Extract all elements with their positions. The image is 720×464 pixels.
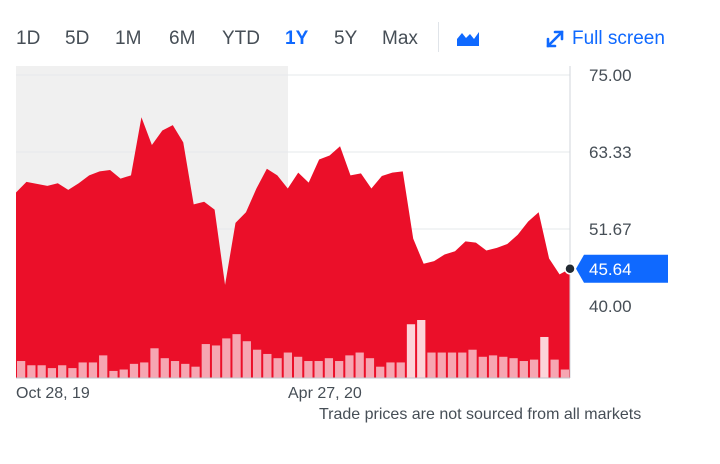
volume-bar bbox=[170, 361, 180, 378]
toolbar-divider bbox=[438, 22, 439, 52]
volume-bar bbox=[406, 324, 416, 378]
volume-bar bbox=[314, 361, 323, 378]
volume-bar bbox=[294, 356, 303, 378]
volume-bar bbox=[417, 320, 426, 378]
volume-bar bbox=[355, 352, 364, 378]
volume-bar bbox=[222, 338, 231, 378]
range-tab-ytd[interactable]: YTD bbox=[222, 28, 260, 49]
volume-bar bbox=[160, 358, 169, 378]
volume-bar bbox=[499, 356, 508, 378]
volume-bar bbox=[488, 355, 498, 378]
y-tick-label: 75.00 bbox=[589, 66, 632, 85]
volume-bar bbox=[478, 356, 487, 378]
data-source-note: Trade prices are not sourced from all ma… bbox=[319, 406, 642, 423]
fullscreen-label: Full screen bbox=[572, 28, 665, 49]
volume-bar bbox=[68, 368, 77, 378]
y-tick-label: 51.67 bbox=[589, 220, 632, 239]
y-tick-label: 40.00 bbox=[589, 297, 632, 316]
volume-bar bbox=[181, 363, 190, 378]
volume-bar bbox=[232, 334, 241, 378]
volume-bar bbox=[304, 361, 313, 378]
volume-bar bbox=[58, 365, 67, 378]
mountain-chart-icon bbox=[457, 32, 479, 46]
volume-bar bbox=[17, 361, 26, 378]
volume-bar bbox=[386, 362, 395, 378]
fullscreen-button[interactable]: Full screen bbox=[544, 25, 665, 53]
range-tab-1d[interactable]: 1D bbox=[16, 28, 41, 49]
y-tick-label: 63.33 bbox=[589, 143, 632, 162]
volume-bar bbox=[140, 362, 149, 378]
volume-bar bbox=[447, 352, 457, 378]
range-tab-max[interactable]: Max bbox=[382, 28, 418, 49]
volume-bar bbox=[109, 370, 118, 378]
volume-bar bbox=[396, 362, 405, 378]
volume-bar bbox=[540, 336, 549, 378]
current-price-badge bbox=[576, 254, 668, 283]
volume-bar bbox=[252, 349, 262, 378]
current-price-label: 45.64 bbox=[589, 260, 632, 279]
volume-bar bbox=[376, 366, 385, 378]
volume-bar bbox=[335, 361, 344, 378]
x-tick-label: Oct 28, 19 bbox=[16, 385, 90, 402]
volume-bar bbox=[211, 345, 221, 378]
volume-bar bbox=[191, 366, 200, 378]
volume-bar bbox=[273, 358, 282, 378]
volume-bar bbox=[129, 363, 139, 378]
volume-bar bbox=[150, 348, 159, 378]
volume-bar bbox=[242, 341, 251, 378]
volume-bar bbox=[519, 361, 528, 378]
range-tab-1m[interactable]: 1M bbox=[115, 28, 142, 49]
volume-bar bbox=[78, 362, 87, 378]
x-tick-label: Apr 27, 20 bbox=[288, 385, 362, 402]
volume-bar bbox=[509, 358, 518, 378]
volume-bar bbox=[119, 369, 128, 378]
volume-bar bbox=[99, 355, 108, 378]
expand-arrows-icon bbox=[546, 30, 564, 48]
volume-bar bbox=[27, 365, 36, 378]
volume-bar bbox=[324, 358, 334, 378]
price-area bbox=[16, 117, 570, 379]
volume-bar bbox=[365, 358, 375, 378]
volume-bar bbox=[201, 344, 210, 378]
current-price-dot bbox=[564, 263, 576, 275]
volume-bar bbox=[560, 369, 569, 378]
chart-toolbar: 1D 5D 1M 6M YTD 1Y 5Y Max Full screen bbox=[0, 0, 720, 64]
volume-bar bbox=[37, 365, 46, 378]
range-tab-5y[interactable]: 5Y bbox=[334, 28, 358, 49]
volume-bar bbox=[458, 352, 467, 378]
volume-bar bbox=[283, 352, 292, 378]
volume-bar bbox=[468, 349, 477, 378]
volume-bar bbox=[345, 355, 354, 378]
chart-type-button[interactable] bbox=[455, 28, 481, 48]
volume-bar bbox=[88, 362, 98, 378]
range-tab-1y[interactable]: 1Y bbox=[285, 28, 309, 49]
range-tab-6m[interactable]: 6M bbox=[169, 28, 196, 49]
volume-bar bbox=[427, 352, 436, 378]
volume-bar bbox=[47, 368, 57, 378]
volume-bar bbox=[263, 353, 272, 378]
volume-bar bbox=[529, 359, 539, 378]
range-tab-5d[interactable]: 5D bbox=[65, 28, 90, 49]
volume-bar bbox=[550, 359, 559, 378]
volume-bar bbox=[437, 352, 446, 378]
